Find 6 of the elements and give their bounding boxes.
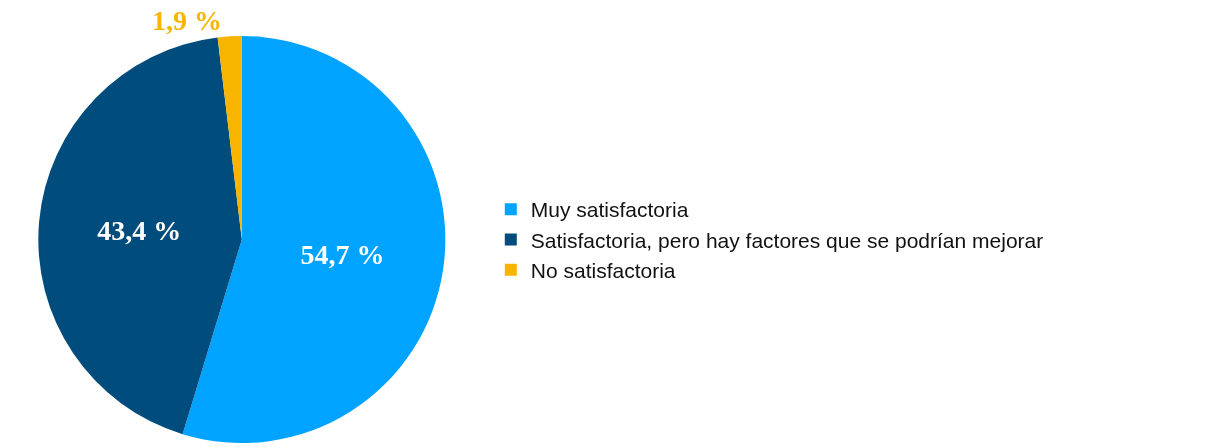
legend-label: Satisfactoria, pero hay factores que se podrían mejorar bbox=[530, 228, 1044, 252]
legend-label: No satisfactoria bbox=[530, 258, 676, 282]
data-label: 54,7 % bbox=[300, 238, 385, 270]
legend-label: Muy satisfactoria bbox=[530, 198, 689, 222]
data-label: 1,9 % bbox=[151, 5, 222, 37]
data-label: 43,4 % bbox=[97, 214, 182, 246]
